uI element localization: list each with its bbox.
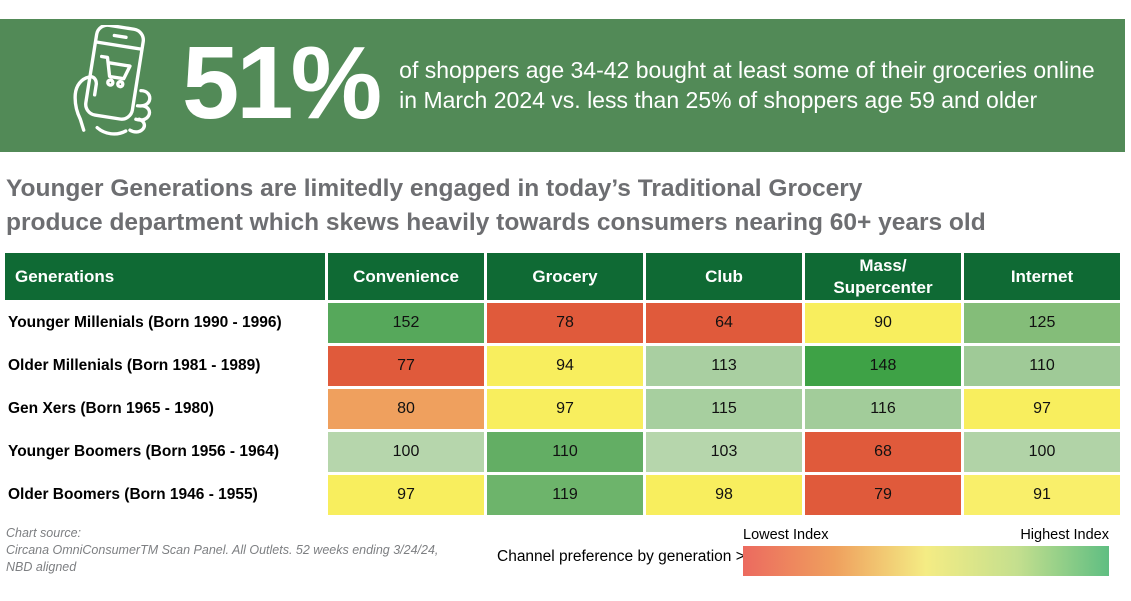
row-label: Younger Boomers (Born 1956 - 1964) (5, 432, 325, 472)
legend-caption: Channel preference by generation > (497, 548, 745, 565)
heatmap-cell: 90 (805, 303, 961, 343)
heatmap-cell: 91 (964, 475, 1120, 515)
heatmap-cell: 100 (328, 432, 484, 472)
chart-source-line1: Chart source: (6, 526, 82, 540)
heatmap-cell: 94 (487, 346, 643, 386)
page-title: Younger Generations are limitedly engage… (6, 172, 1121, 241)
column-header-internet: Internet (964, 253, 1120, 300)
heatmap-cell: 78 (487, 303, 643, 343)
chart-source-line2: Circana OmniConsumerTM Scan Panel. All O… (6, 542, 439, 557)
legend-high-label: Highest Index (1020, 527, 1109, 543)
heatmap-cell: 116 (805, 389, 961, 429)
heatmap-cell: 97 (964, 389, 1120, 429)
row-label: Younger Millenials (Born 1990 - 1996) (5, 303, 325, 343)
stat-banner: 51% of shoppers age 34-42 bought at leas… (0, 19, 1125, 152)
column-header-grocery: Grocery (487, 253, 643, 300)
heatmap-cell: 79 (805, 475, 961, 515)
phone-shopping-cart-in-hand-icon (73, 24, 152, 136)
stat-description-line1: of shoppers age 34-42 bought at least so… (399, 56, 1095, 83)
heatmap-cell: 125 (964, 303, 1120, 343)
stat-description-line2: in March 2024 vs. less than 25% of shopp… (399, 86, 1038, 113)
column-header-mass-supercenter: Mass/ Supercenter (805, 253, 961, 300)
heatmap-cell: 100 (964, 432, 1120, 472)
column-header-club: Club (646, 253, 802, 300)
heatmap-cell: 68 (805, 432, 961, 472)
heatmap-cell: 80 (328, 389, 484, 429)
heatmap-cell: 110 (964, 346, 1120, 386)
column-header-generations: Generations (5, 253, 325, 300)
legend-gradient-bar (743, 546, 1109, 576)
stat-description: of shoppers age 34-42 bought at least so… (399, 56, 1095, 116)
heatmap-cell: 64 (646, 303, 802, 343)
column-header-convenience: Convenience (328, 253, 484, 300)
heatmap-cell: 119 (487, 475, 643, 515)
color-scale-legend: Lowest Index Highest Index (743, 527, 1109, 576)
page-title-line2: produce department which skews heavily t… (6, 209, 986, 237)
heatmap-cell: 98 (646, 475, 802, 515)
page-title-line1: Younger Generations are limitedly engage… (6, 175, 863, 202)
heatmap-cell: 148 (805, 346, 961, 386)
heatmap-cell: 115 (646, 389, 802, 429)
row-label: Older Boomers (Born 1946 - 1955) (5, 475, 325, 515)
row-label: Gen Xers (Born 1965 - 1980) (5, 389, 325, 429)
chart-source-line3: NBD aligned (6, 559, 77, 574)
stat-value: 51% (182, 25, 382, 140)
heatmap-cell: 103 (646, 432, 802, 472)
generation-channel-heatmap: Generations Convenience Grocery Club Mas… (5, 253, 1120, 515)
heatmap-cell: 110 (487, 432, 643, 472)
legend-low-label: Lowest Index (743, 527, 829, 543)
row-label: Older Millenials (Born 1981 - 1989) (5, 346, 325, 386)
heatmap-cell: 97 (487, 389, 643, 429)
heatmap-cell: 77 (328, 346, 484, 386)
heatmap-cell: 152 (328, 303, 484, 343)
chart-source-note: Chart source: Circana OmniConsumerTM Sca… (6, 525, 476, 576)
heatmap-cell: 113 (646, 346, 802, 386)
heatmap-cell: 97 (328, 475, 484, 515)
